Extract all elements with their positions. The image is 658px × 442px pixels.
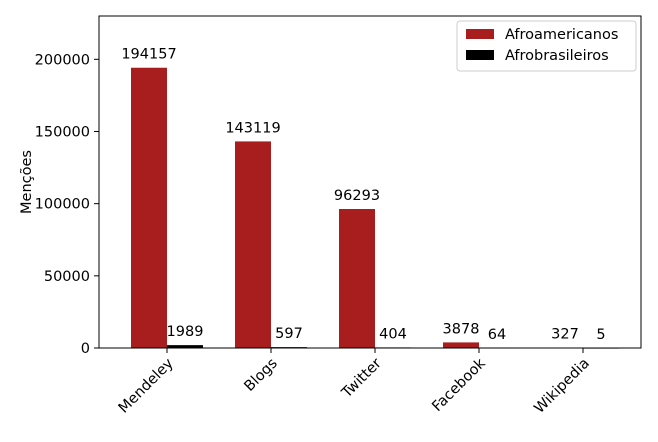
bar-afroamericanos-blogs — [235, 141, 271, 348]
bar-afrobrasileiros-mendeley — [167, 345, 203, 348]
legend-swatch-afroamericanos — [466, 29, 494, 39]
legend-label-afroamericanos: Afroamericanos — [505, 27, 618, 43]
data-label-afrobrasileiros-mendeley: 1989 — [167, 324, 204, 340]
legend-swatch-afrobrasileiros — [466, 50, 494, 60]
x-tick-label-blogs: Blogs — [242, 356, 281, 395]
y-tick-label: 150000 — [35, 124, 90, 140]
y-axis-label: Menções — [19, 150, 35, 214]
x-tick-label-facebook: Facebook — [429, 355, 489, 415]
data-label-afrobrasileiros-twitter: 404 — [379, 326, 407, 342]
legend-box — [456, 20, 637, 72]
y-tick-label: 50000 — [44, 269, 90, 285]
data-label-afrobrasileiros-facebook: 64 — [488, 327, 506, 343]
bar-afroamericanos-twitter — [339, 209, 375, 348]
x-tick-label-mendeley: Mendeley — [116, 355, 177, 416]
data-label-afrobrasileiros-wikipedia: 5 — [596, 327, 605, 343]
data-label-afroamericanos-wikipedia: 327 — [551, 327, 579, 343]
data-label-afrobrasileiros-blogs: 597 — [275, 326, 303, 342]
x-tick-label-wikipedia: Wikipedia — [532, 356, 593, 417]
y-tick-label: 200000 — [35, 52, 90, 68]
y-tick-label: 0 — [81, 341, 90, 357]
axes: 0 50000 100000 150000 200000 Menções Mendeley B… — [19, 15, 642, 417]
axes-frame — [98, 15, 642, 349]
x-tick-label-twitter: Twitter — [338, 355, 384, 401]
legend: Afroamericanos Afrobrasileiros — [456, 20, 637, 72]
legend-label-afrobrasileiros: Afrobrasileiros — [505, 48, 609, 64]
data-label-afroamericanos-blogs: 143119 — [225, 120, 280, 136]
plot-area: 194157 1989 143119 597 96293 404 3878 64 327 5 — [121, 47, 619, 349]
bar-afroamericanos-facebook — [443, 342, 479, 348]
y-tick-label: 100000 — [35, 197, 90, 213]
data-label-afroamericanos-twitter: 96293 — [334, 188, 380, 204]
bar-afroamericanos-mendeley — [131, 67, 167, 349]
data-label-afroamericanos-facebook: 3878 — [443, 321, 480, 337]
data-label-afroamericanos-mendeley: 194157 — [121, 47, 176, 63]
